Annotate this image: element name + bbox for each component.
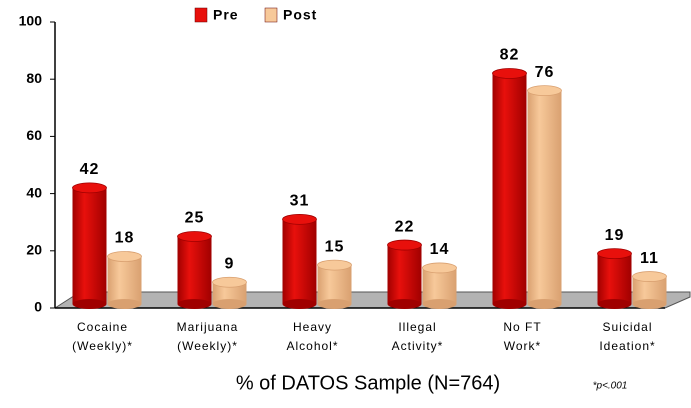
x-tick-label: Cocaine (Weekly)*: [72, 320, 133, 353]
bar-base: [212, 299, 247, 309]
bar: [527, 90, 562, 304]
bar: [282, 219, 317, 304]
bar-top: [422, 262, 457, 274]
bar-base: [282, 299, 317, 309]
y-tick-label: 60: [26, 127, 42, 143]
bar-top: [317, 259, 352, 271]
value-label: 31: [290, 193, 310, 210]
y-tick-label: 80: [26, 70, 42, 86]
bar: [597, 253, 632, 304]
bar-base: [317, 299, 352, 309]
bar-top: [387, 239, 422, 251]
bar-top: [177, 231, 212, 242]
bar: [177, 236, 212, 304]
bar: [422, 267, 457, 304]
value-label: 22: [395, 218, 415, 235]
value-label: 18: [115, 230, 135, 247]
bar: [317, 265, 352, 304]
value-label: 25: [185, 210, 205, 227]
bar: [492, 73, 527, 304]
bar-top: [492, 68, 527, 79]
bar-top: [212, 276, 247, 288]
value-label: 42: [80, 161, 100, 178]
bar-base: [632, 299, 667, 309]
bar: [212, 282, 247, 304]
bar-top: [597, 248, 632, 260]
floor: [53, 291, 691, 309]
value-label: 82: [500, 47, 520, 64]
legend-label: Pre: [213, 7, 239, 23]
y-tick-label: 0: [34, 299, 42, 315]
y-tick-label: 100: [19, 13, 43, 29]
legend-swatch: [194, 7, 208, 23]
x-tick-label: Suicidal Ideation*: [599, 320, 655, 353]
value-label: 9: [225, 255, 235, 272]
bar-base: [177, 299, 212, 309]
bar-base: [387, 299, 422, 309]
bar: [72, 187, 107, 304]
bar-top: [107, 251, 142, 262]
y-tick-label: 20: [26, 242, 42, 258]
bar: [387, 245, 422, 304]
value-label: 14: [430, 241, 450, 258]
legend-swatch: [264, 7, 278, 23]
bar-top: [527, 85, 562, 97]
value-label: 15: [325, 238, 345, 255]
annotation: *p<.001: [593, 381, 628, 392]
bar-top: [282, 213, 317, 225]
bar-base: [527, 299, 562, 309]
value-label: 76: [535, 64, 555, 81]
x-tick-label: Heavy Alcohol*: [286, 320, 338, 353]
value-label: 19: [605, 227, 625, 244]
bar: [107, 256, 142, 304]
bar-base: [422, 299, 457, 309]
bar-base: [492, 299, 527, 309]
x-axis-label: % of DATOS Sample (N=764): [236, 372, 500, 394]
value-label: 11: [640, 250, 659, 267]
bar-base: [107, 299, 142, 309]
x-tick-label: Marijuana (Weekly)*: [177, 320, 239, 353]
x-tick-label: No FT Work*: [503, 320, 541, 353]
bar-top: [632, 271, 667, 282]
bar-base: [597, 299, 632, 309]
bar-base: [72, 299, 107, 309]
y-tick-label: 40: [26, 184, 42, 200]
bar-top: [72, 182, 107, 194]
x-tick-label: Illegal Activity*: [392, 320, 444, 353]
legend-label: Post: [283, 7, 317, 23]
